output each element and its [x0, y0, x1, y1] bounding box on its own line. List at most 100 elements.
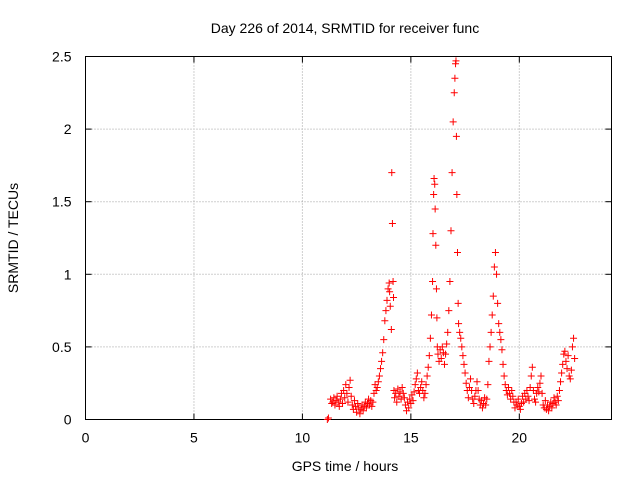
data-point: [530, 395, 538, 403]
data-point: [376, 365, 384, 373]
data-point: [456, 328, 464, 336]
data-point: [459, 352, 467, 360]
data-point: [344, 398, 352, 406]
data-point: [353, 408, 361, 416]
x-tick-labels: 0 5 10 15 20: [82, 430, 528, 446]
data-point: [440, 360, 448, 368]
data-point: [420, 394, 428, 402]
data-point: [446, 278, 454, 286]
data-point: [413, 369, 421, 377]
y-tick-label: 0.5: [52, 339, 72, 355]
data-point: [398, 384, 406, 392]
data-point: [454, 299, 462, 307]
data-point: [324, 414, 332, 422]
data-point: [493, 270, 501, 278]
data-point: [340, 386, 348, 394]
data-point: [504, 384, 512, 392]
y-tick-label: 0: [64, 412, 72, 428]
data-point: [496, 328, 504, 336]
data-point: [462, 379, 470, 387]
data-point: [455, 320, 463, 328]
data-point: [336, 395, 344, 403]
y-tick-labels: 0 0.5 1 1.5 2 2.5: [52, 49, 72, 428]
data-point: [375, 372, 383, 380]
data-point: [508, 386, 516, 394]
data-point: [369, 398, 377, 406]
data-point: [482, 401, 490, 409]
data-point: [473, 378, 481, 386]
data-point: [396, 388, 404, 396]
data-point: [418, 378, 426, 386]
data-point: [567, 366, 575, 374]
data-point: [486, 343, 494, 351]
data-point: [393, 398, 401, 406]
data-point: [422, 381, 430, 389]
data-point: [341, 394, 349, 402]
data-point: [400, 394, 408, 402]
data-point: [354, 400, 362, 408]
y-tick-label: 2.5: [52, 49, 72, 65]
chart-title: Day 226 of 2014, SRMTID for receiver fun…: [211, 20, 479, 36]
data-point: [551, 398, 559, 406]
data-point: [445, 307, 453, 315]
data-point: [397, 395, 405, 403]
data-point: [378, 357, 386, 365]
data-point: [550, 394, 558, 402]
data-point: [437, 355, 445, 363]
data-point: [545, 407, 553, 415]
data-point: [323, 416, 331, 423]
data-point: [485, 357, 493, 365]
data-point: [484, 381, 492, 389]
data-point: [564, 352, 572, 360]
data-point: [433, 314, 441, 322]
data-point: [565, 372, 573, 380]
grid: [85, 56, 612, 420]
data-point: [409, 397, 417, 405]
data-point: [527, 372, 535, 380]
data-point: [442, 350, 450, 358]
data-point: [432, 285, 440, 293]
data-point: [491, 249, 499, 257]
data-point: [431, 180, 439, 188]
data-point: [559, 360, 567, 368]
data-point: [457, 334, 465, 342]
data-point: [425, 352, 433, 360]
data-point: [331, 401, 339, 409]
data-point: [488, 311, 496, 319]
data-point: [406, 395, 414, 403]
data-point: [528, 363, 536, 371]
data-point: [464, 394, 472, 402]
data-point: [427, 311, 435, 319]
data-point: [374, 378, 382, 386]
y-axis-label: SRMTID / TECUs: [5, 183, 21, 293]
data-point: [412, 375, 420, 383]
data-point: [430, 190, 438, 198]
data-point: [348, 401, 356, 409]
data-point: [450, 89, 458, 97]
data-point: [514, 395, 522, 403]
data-point: [381, 317, 389, 325]
data-point: [411, 381, 419, 389]
data-point: [536, 379, 544, 387]
data-point: [494, 299, 502, 307]
data-point: [516, 405, 524, 413]
data-point: [373, 384, 381, 392]
data-point: [347, 392, 355, 400]
data-points: [323, 57, 579, 423]
data-point: [390, 294, 398, 302]
data-point: [553, 392, 561, 400]
data-point: [495, 320, 503, 328]
data-point: [552, 401, 560, 409]
data-point: [429, 278, 437, 286]
data-point: [499, 360, 507, 368]
data-point: [461, 369, 469, 377]
data-point: [384, 285, 392, 293]
data-point: [388, 169, 396, 177]
data-point: [571, 355, 579, 363]
data-point: [383, 296, 391, 304]
data-point: [328, 400, 336, 408]
data-point: [345, 384, 353, 392]
data-point: [339, 400, 347, 408]
data-point: [538, 389, 546, 397]
